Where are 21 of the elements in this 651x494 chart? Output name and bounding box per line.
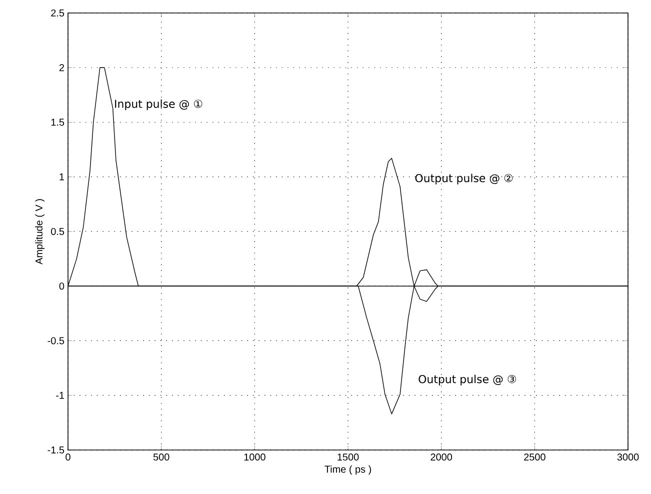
y-tick-label: 0 [59, 282, 64, 290]
annotation: Output pulse @ ② [415, 174, 513, 184]
x-tick-label: 3000 [617, 454, 639, 461]
y-tick-label: 1 [60, 173, 64, 180]
x-tick-label: 500 [153, 454, 170, 461]
y-tick-label: -0.5 [48, 337, 64, 344]
annotation: Input pulse @ ① [115, 99, 202, 110]
y-tick-label: 2 [59, 64, 64, 72]
x-tick-label: 2500 [524, 454, 546, 461]
x-tick-label: 1500 [338, 454, 359, 461]
x-tick-label: 0 [66, 454, 70, 461]
y-tick-label: 2.5 [51, 9, 64, 17]
x-tick-label: 1000 [244, 454, 266, 461]
y-axis-title: Amplitude ( V ) [35, 199, 44, 264]
x-tick-label: 2000 [430, 454, 452, 461]
y-tick-label: 1.5 [51, 118, 64, 126]
annotation: Output pulse @ ③ [418, 374, 516, 386]
y-tick-label: 0.5 [51, 228, 64, 236]
y-tick-label: -1.5 [48, 446, 64, 454]
y-tick-label: -1 [56, 392, 64, 399]
x-axis-title: Time ( ps ) [324, 465, 371, 475]
